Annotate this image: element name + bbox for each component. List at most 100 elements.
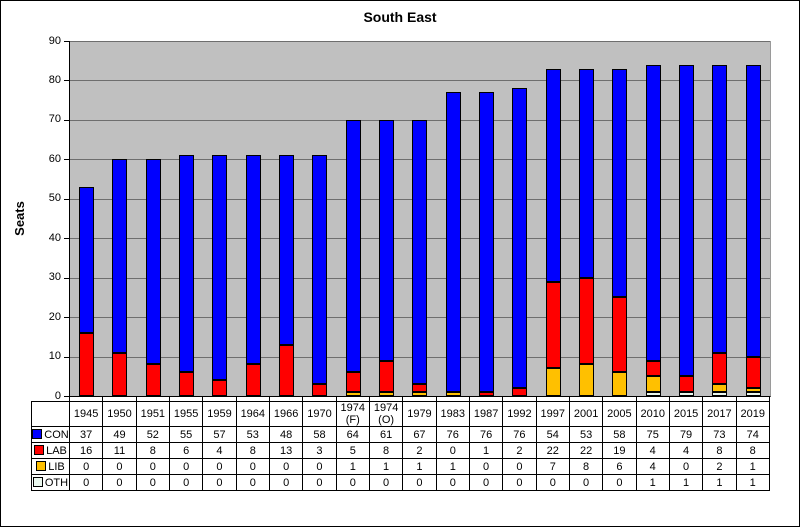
bar-segment-con <box>279 155 295 345</box>
legend-swatch-lib <box>36 460 47 471</box>
bar-column <box>270 41 303 396</box>
bar-segment-lib <box>379 392 395 396</box>
ytick-mark <box>64 356 69 358</box>
value-cell: 58 <box>602 426 637 443</box>
ytick-mark <box>64 277 69 279</box>
year-cell: 1974 (O) <box>368 401 404 427</box>
bar-segment-lib <box>345 392 361 396</box>
value-cell: 57 <box>202 426 237 443</box>
value-cell: 0 <box>435 442 470 459</box>
bar-column <box>570 41 603 396</box>
legend-cell-oth: OTH <box>31 474 70 491</box>
y-axis-title: Seats <box>7 41 31 396</box>
bar-segment-lab <box>512 388 528 396</box>
legend-cell-con: CON <box>31 426 70 443</box>
year-cell: 2015 <box>668 401 704 427</box>
year-cell: 1974 (F) <box>335 401 370 427</box>
value-cell: 37 <box>68 426 104 443</box>
bar-segment-lib <box>445 392 461 396</box>
bar-column <box>603 41 636 396</box>
bar-segment-con <box>312 155 328 385</box>
ytick-label: 50 <box>48 192 61 205</box>
value-cell: 0 <box>602 474 637 491</box>
bar-segment-lab <box>145 364 161 396</box>
ytick-label: 0 <box>54 389 61 402</box>
bar-segment-oth <box>712 392 728 396</box>
bar-segment-lib <box>545 368 561 396</box>
value-cell: 16 <box>68 442 104 459</box>
ytick-label: 20 <box>48 310 61 323</box>
bar-segment-lab <box>212 380 228 396</box>
value-cell: 2 <box>702 458 737 475</box>
xtick-mark <box>103 397 137 401</box>
year-cell: 1945 <box>68 401 104 427</box>
value-cell: 0 <box>468 474 504 491</box>
xtick-mark <box>670 397 704 401</box>
bar-column <box>537 41 570 396</box>
xtick-mark <box>370 397 404 401</box>
xtick-mark <box>170 397 204 401</box>
bar-segment-lab <box>379 360 395 393</box>
xtick-mark <box>337 397 370 401</box>
legend-label-con: CON <box>44 428 69 441</box>
value-cell: 2 <box>402 442 437 459</box>
bar-segment-con <box>545 68 561 282</box>
bar-column <box>237 41 270 396</box>
table-row-oth: OTH 0 0 0 0 0 0 0 0 0 0 0 0 0 0 0 0 0 1 1 1 1 <box>31 474 770 491</box>
bar-segment-con <box>145 159 161 365</box>
value-cell: 0 <box>68 474 104 491</box>
ytick-mark <box>64 41 69 42</box>
bar-segment-con <box>212 155 228 381</box>
year-cell: 1983 <box>435 401 470 427</box>
value-cell: 8 <box>368 442 404 459</box>
bar-segment-lib <box>412 392 428 396</box>
year-cell: 1950 <box>102 401 137 427</box>
bar-segment-lib <box>745 388 761 393</box>
ytick-mark <box>64 80 69 82</box>
value-cell: 1 <box>468 442 504 459</box>
value-cell: 1 <box>635 474 670 491</box>
value-cell: 0 <box>435 474 470 491</box>
value-cell: 76 <box>435 426 470 443</box>
xtick-mark <box>503 397 537 401</box>
xtick-mark <box>703 397 737 401</box>
bar-segment-lab <box>612 297 628 373</box>
value-cell: 0 <box>668 458 704 475</box>
xtick-mark <box>537 397 570 401</box>
value-cell: 11 <box>102 442 137 459</box>
year-cell: 1951 <box>135 401 170 427</box>
value-cell: 0 <box>302 474 337 491</box>
value-cell: 1 <box>702 474 737 491</box>
value-cell: 53 <box>568 426 604 443</box>
value-cell: 54 <box>535 426 570 443</box>
bar-segment-con <box>112 159 128 353</box>
bar-segment-con <box>712 64 728 353</box>
bar-segment-lab <box>245 364 261 396</box>
value-cell: 61 <box>368 426 404 443</box>
legend-cell-lab: LAB <box>31 442 70 459</box>
bar-segment-lab <box>179 372 195 396</box>
year-cell: 1997 <box>535 401 570 427</box>
value-cell: 53 <box>235 426 270 443</box>
bar-column <box>70 41 103 396</box>
value-cell: 0 <box>468 458 504 475</box>
bar-segment-lib <box>579 364 595 396</box>
bar-column <box>170 41 203 396</box>
year-cell: 2001 <box>568 401 604 427</box>
value-cell: 1 <box>435 458 470 475</box>
bar-segment-con <box>179 155 195 373</box>
xtick-mark <box>470 397 504 401</box>
table-row-lib: LIB 0 0 0 0 0 0 0 0 1 1 1 1 0 0 7 8 6 4 0 2 1 <box>31 458 770 475</box>
bar-segment-oth <box>679 392 695 396</box>
xtick-mark <box>737 397 770 401</box>
legend-swatch-con <box>32 428 43 439</box>
bar-segment-lab <box>645 360 661 377</box>
year-cell: 2019 <box>735 401 770 427</box>
ytick-mark <box>64 198 69 200</box>
value-cell: 4 <box>635 442 670 459</box>
bar-segment-lab <box>312 384 328 396</box>
bar-column <box>203 41 236 396</box>
value-cell: 1 <box>368 458 404 475</box>
legend-label-oth: OTH <box>44 476 69 489</box>
chart-title: South East <box>363 9 437 25</box>
